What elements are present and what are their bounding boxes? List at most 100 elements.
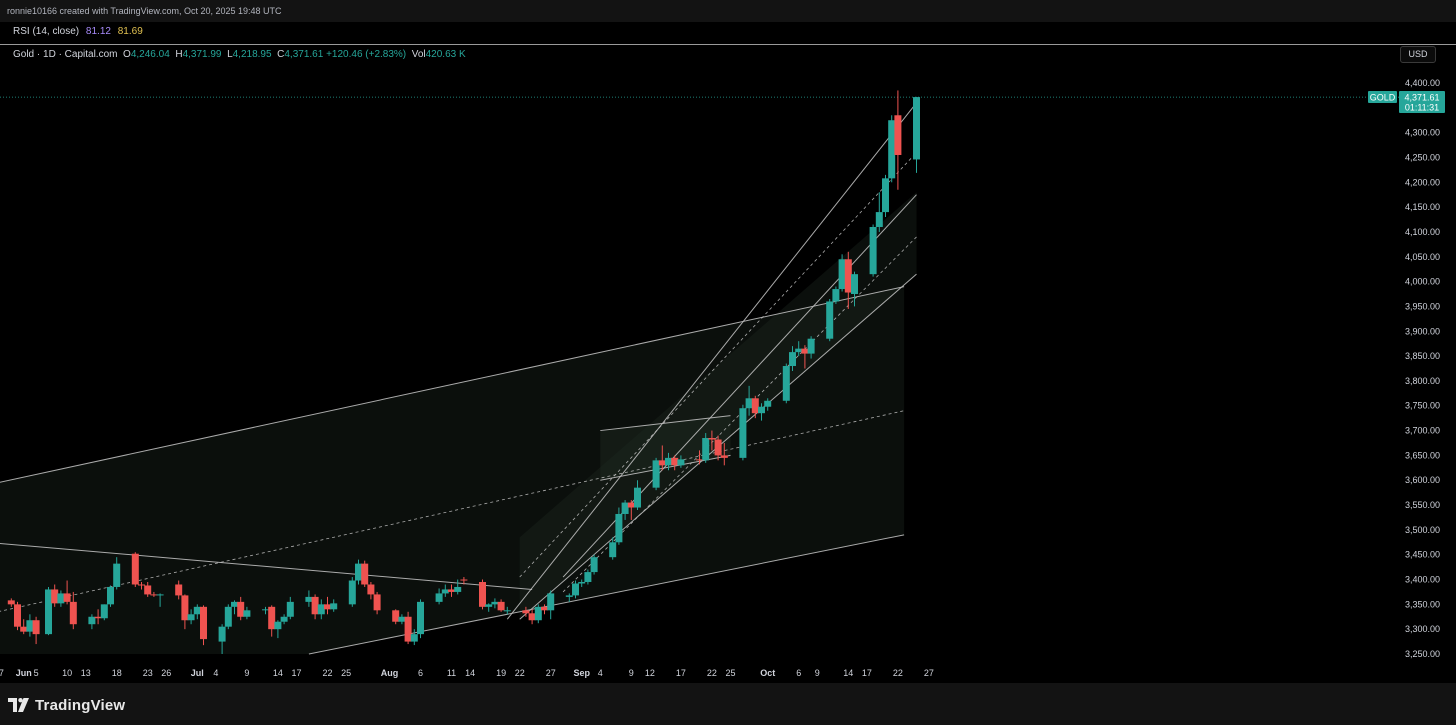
candle-body: [584, 572, 592, 583]
candle-93: [795, 341, 803, 357]
candle-body: [348, 580, 356, 605]
candle-12: [94, 609, 102, 625]
candle-46: [392, 609, 400, 625]
candle-body: [398, 616, 406, 622]
candle-body: [100, 604, 108, 619]
time-axis-label: 22: [707, 668, 717, 678]
high-key: H: [175, 49, 183, 60]
time-axis-label: 17: [862, 668, 872, 678]
candle-105: [894, 90, 902, 190]
candle-body: [665, 457, 672, 466]
symbol-tag-text: GOLD: [1370, 93, 1396, 103]
time-axis-label: 9: [629, 668, 634, 678]
candle-61: [522, 606, 530, 617]
time-axis-label: Sep: [573, 668, 590, 678]
candle-13: [100, 604, 108, 621]
price-axis-label: 3,900.00: [1405, 326, 1440, 336]
candle-body: [138, 584, 145, 586]
candle-102: [875, 192, 883, 232]
price-axis-label: 4,200.00: [1405, 177, 1440, 187]
candle-34: [280, 614, 288, 625]
time-axis-label: 17: [291, 668, 301, 678]
price-axis-label: 3,450.00: [1405, 550, 1440, 560]
time-axis-label: Oct: [760, 668, 775, 678]
large-channel-fill: [0, 286, 905, 654]
candle-body: [88, 616, 96, 625]
candle-70: [590, 554, 598, 575]
tradingview-logo[interactable]: TradingView: [8, 696, 125, 714]
candle-body: [485, 604, 493, 607]
candle-47: [398, 614, 406, 625]
time-axis-label: 13: [81, 668, 91, 678]
candle-body: [280, 616, 288, 622]
candle-body: [460, 579, 468, 581]
currency-button[interactable]: USD: [1400, 46, 1436, 63]
candle-95: [807, 336, 815, 359]
price-axis-label: 3,500.00: [1405, 525, 1440, 535]
candle-90: [764, 398, 772, 411]
symbol-title[interactable]: Gold · 1D · Capital.com: [13, 49, 118, 60]
candle-72: [615, 507, 623, 545]
candle-body: [218, 626, 226, 642]
time-axis-label: 14: [843, 668, 853, 678]
price-chart[interactable]: 4,400.004,350.004,300.004,250.004,200.00…: [0, 0, 1456, 683]
candle-body: [156, 594, 164, 596]
chart-credit-text: ronnie10166 created with TradingView.com…: [7, 6, 282, 16]
candle-body: [286, 601, 294, 617]
candle-body: [671, 457, 679, 466]
symbol-legend[interactable]: Gold · 1D · Capital.com O4,246.04 H4,371…: [13, 49, 466, 60]
candle-20: [156, 593, 164, 607]
candle-97: [832, 286, 840, 304]
candle-body: [621, 502, 629, 514]
candle-body: [541, 606, 548, 611]
candle-87: [745, 385, 753, 416]
candle-38: [317, 599, 325, 620]
candle-body: [7, 600, 15, 605]
candle-5: [32, 616, 40, 645]
trend-line-1: [0, 286, 905, 483]
low-key: L: [227, 49, 233, 60]
candle-body: [311, 596, 319, 615]
candle-96: [826, 298, 834, 342]
candle-body: [708, 438, 716, 440]
candle-6: [45, 586, 52, 636]
candle-body: [578, 582, 586, 584]
candle-55: [460, 577, 468, 585]
time-axis-label: 12: [645, 668, 655, 678]
price-axis[interactable]: 4,400.004,350.004,300.004,250.004,200.00…: [1405, 78, 1440, 659]
time-axis-label: 9: [244, 668, 249, 678]
candle-23: [187, 609, 195, 625]
low-value: 4,218.95: [232, 49, 272, 60]
time-axis-label: 25: [341, 668, 351, 678]
price-axis-label: 3,750.00: [1405, 401, 1440, 411]
candle-body: [615, 513, 623, 543]
candle-body: [869, 226, 877, 275]
candle-body: [113, 563, 121, 587]
candle-body: [547, 593, 555, 611]
time-axis-label: 23: [143, 668, 153, 678]
candle-63: [534, 604, 542, 624]
candle-92: [789, 346, 796, 371]
candle-body: [652, 460, 660, 488]
candle-body: [175, 584, 183, 596]
candle-16: [131, 552, 139, 587]
rsi-indicator-pane[interactable]: RSI (14, close) 81.12 81.69: [0, 22, 1456, 45]
price-axis-label: 3,850.00: [1405, 351, 1440, 361]
candle-body: [497, 601, 505, 611]
price-axis-label: 4,250.00: [1405, 152, 1440, 162]
candle-103: [882, 174, 889, 218]
candle-42: [355, 559, 362, 585]
candle-body: [448, 589, 455, 592]
rsi-ma-value: 81.69: [117, 26, 143, 37]
candle-body: [913, 97, 920, 160]
candle-11: [88, 614, 96, 630]
candle-22: [181, 594, 189, 630]
candle-body: [361, 563, 369, 585]
candle-body: [51, 589, 59, 604]
price-axis-label: 4,050.00: [1405, 252, 1440, 262]
candle-body: [826, 301, 834, 339]
candle-24: [193, 604, 201, 620]
candle-body: [324, 604, 331, 610]
price-axis-label: 4,150.00: [1405, 202, 1440, 212]
